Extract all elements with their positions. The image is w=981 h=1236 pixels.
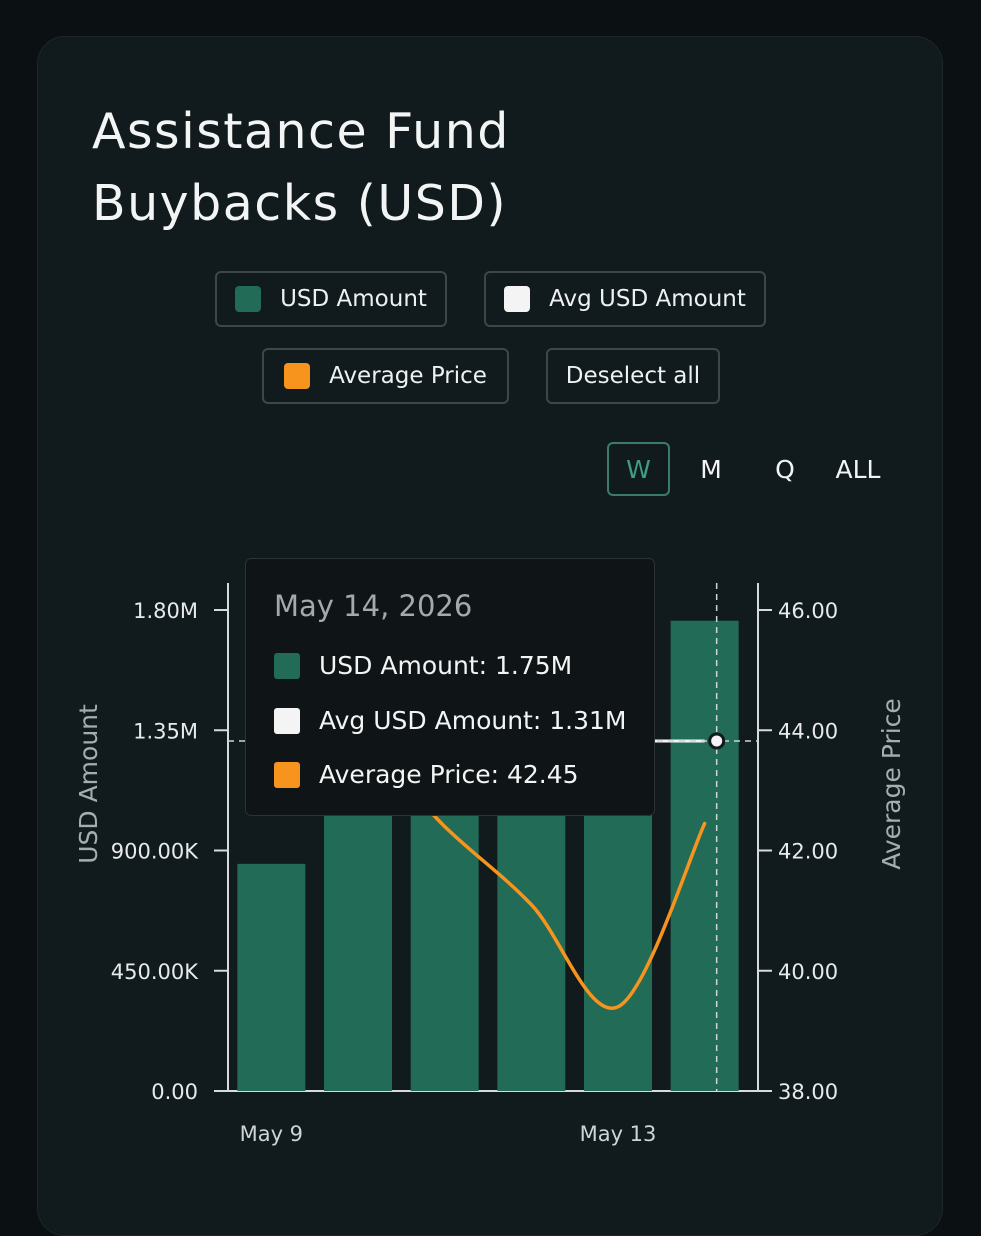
bar-usd-amount: [237, 863, 306, 1091]
y-tick-label-left: 1.80M: [133, 599, 198, 623]
range-button-quarter[interactable]: Q: [775, 454, 795, 484]
y-tick-label-left: 0.00: [151, 1080, 198, 1104]
y-tick-label-right: 40.00: [778, 960, 838, 984]
average-price-swatch: [274, 761, 300, 788]
tooltip-row-average-price: Average Price: 42.45: [274, 760, 579, 789]
tooltip-row-text: USD Amount: 1.75M: [319, 651, 573, 680]
tooltip-row-text: Avg USD Amount: 1.31M: [319, 706, 627, 735]
y-tick-label-left: 900.00K: [111, 840, 199, 864]
title-line-2: Buybacks (USD): [92, 175, 508, 232]
tooltip-row-text: Average Price: 42.45: [319, 760, 579, 789]
range-button-month[interactable]: M: [700, 454, 722, 484]
avg-usd-amount-swatch: [274, 707, 300, 734]
tooltip-row-avg-usd-amount: Avg USD Amount: 1.31M: [274, 706, 626, 735]
x-tick-label: May 9: [240, 1122, 303, 1146]
chart-title: Assistance Fund Buybacks (USD): [92, 96, 692, 240]
title-line-1: Assistance Fund: [92, 103, 510, 160]
y-tick-label-right: 46.00: [778, 599, 838, 623]
tooltip-row-usd-amount: USD Amount: 1.75M: [274, 651, 572, 680]
deselect-all-button[interactable]: Deselect all: [546, 348, 720, 404]
avg-usd-amount-swatch: [504, 286, 531, 312]
usd-amount-swatch: [274, 652, 300, 679]
x-tick-label: May 13: [580, 1122, 657, 1146]
hover-point-marker: [708, 732, 726, 750]
legend-label: Average Price: [329, 363, 487, 389]
usd-amount-swatch: [235, 286, 262, 312]
legend-label: Avg USD Amount: [549, 286, 746, 312]
y-axis-title-left: USD Amount: [74, 704, 103, 864]
average-price-swatch: [284, 363, 311, 389]
legend-toggle-avg-usd-amount[interactable]: Avg USD Amount: [484, 271, 766, 327]
range-button-week[interactable]: W: [607, 442, 670, 496]
y-tick-label-right: 42.00: [778, 840, 838, 864]
legend-label: USD Amount: [280, 286, 427, 312]
legend-toggle-usd-amount[interactable]: USD Amount: [215, 271, 447, 327]
chart-tooltip: May 14, 2026 USD Amount: 1.75M Avg USD A…: [245, 558, 655, 816]
bar-usd-amount: [324, 797, 392, 1091]
y-tick-label-right: 44.00: [778, 719, 838, 743]
deselect-all-label: Deselect all: [565, 363, 701, 389]
bar-usd-amount: [670, 620, 739, 1091]
range-button-all[interactable]: ALL: [835, 454, 881, 484]
y-tick-label-right: 38.00: [778, 1080, 838, 1104]
y-axis-title-right: Average Price: [877, 698, 906, 870]
bar-usd-amount: [410, 770, 479, 1091]
y-tick-label-left: 1.35M: [133, 719, 198, 743]
y-tick-label-left: 450.00K: [111, 960, 199, 984]
tooltip-date: May 14, 2026: [274, 589, 473, 623]
legend-toggle-average-price[interactable]: Average Price: [262, 348, 509, 404]
